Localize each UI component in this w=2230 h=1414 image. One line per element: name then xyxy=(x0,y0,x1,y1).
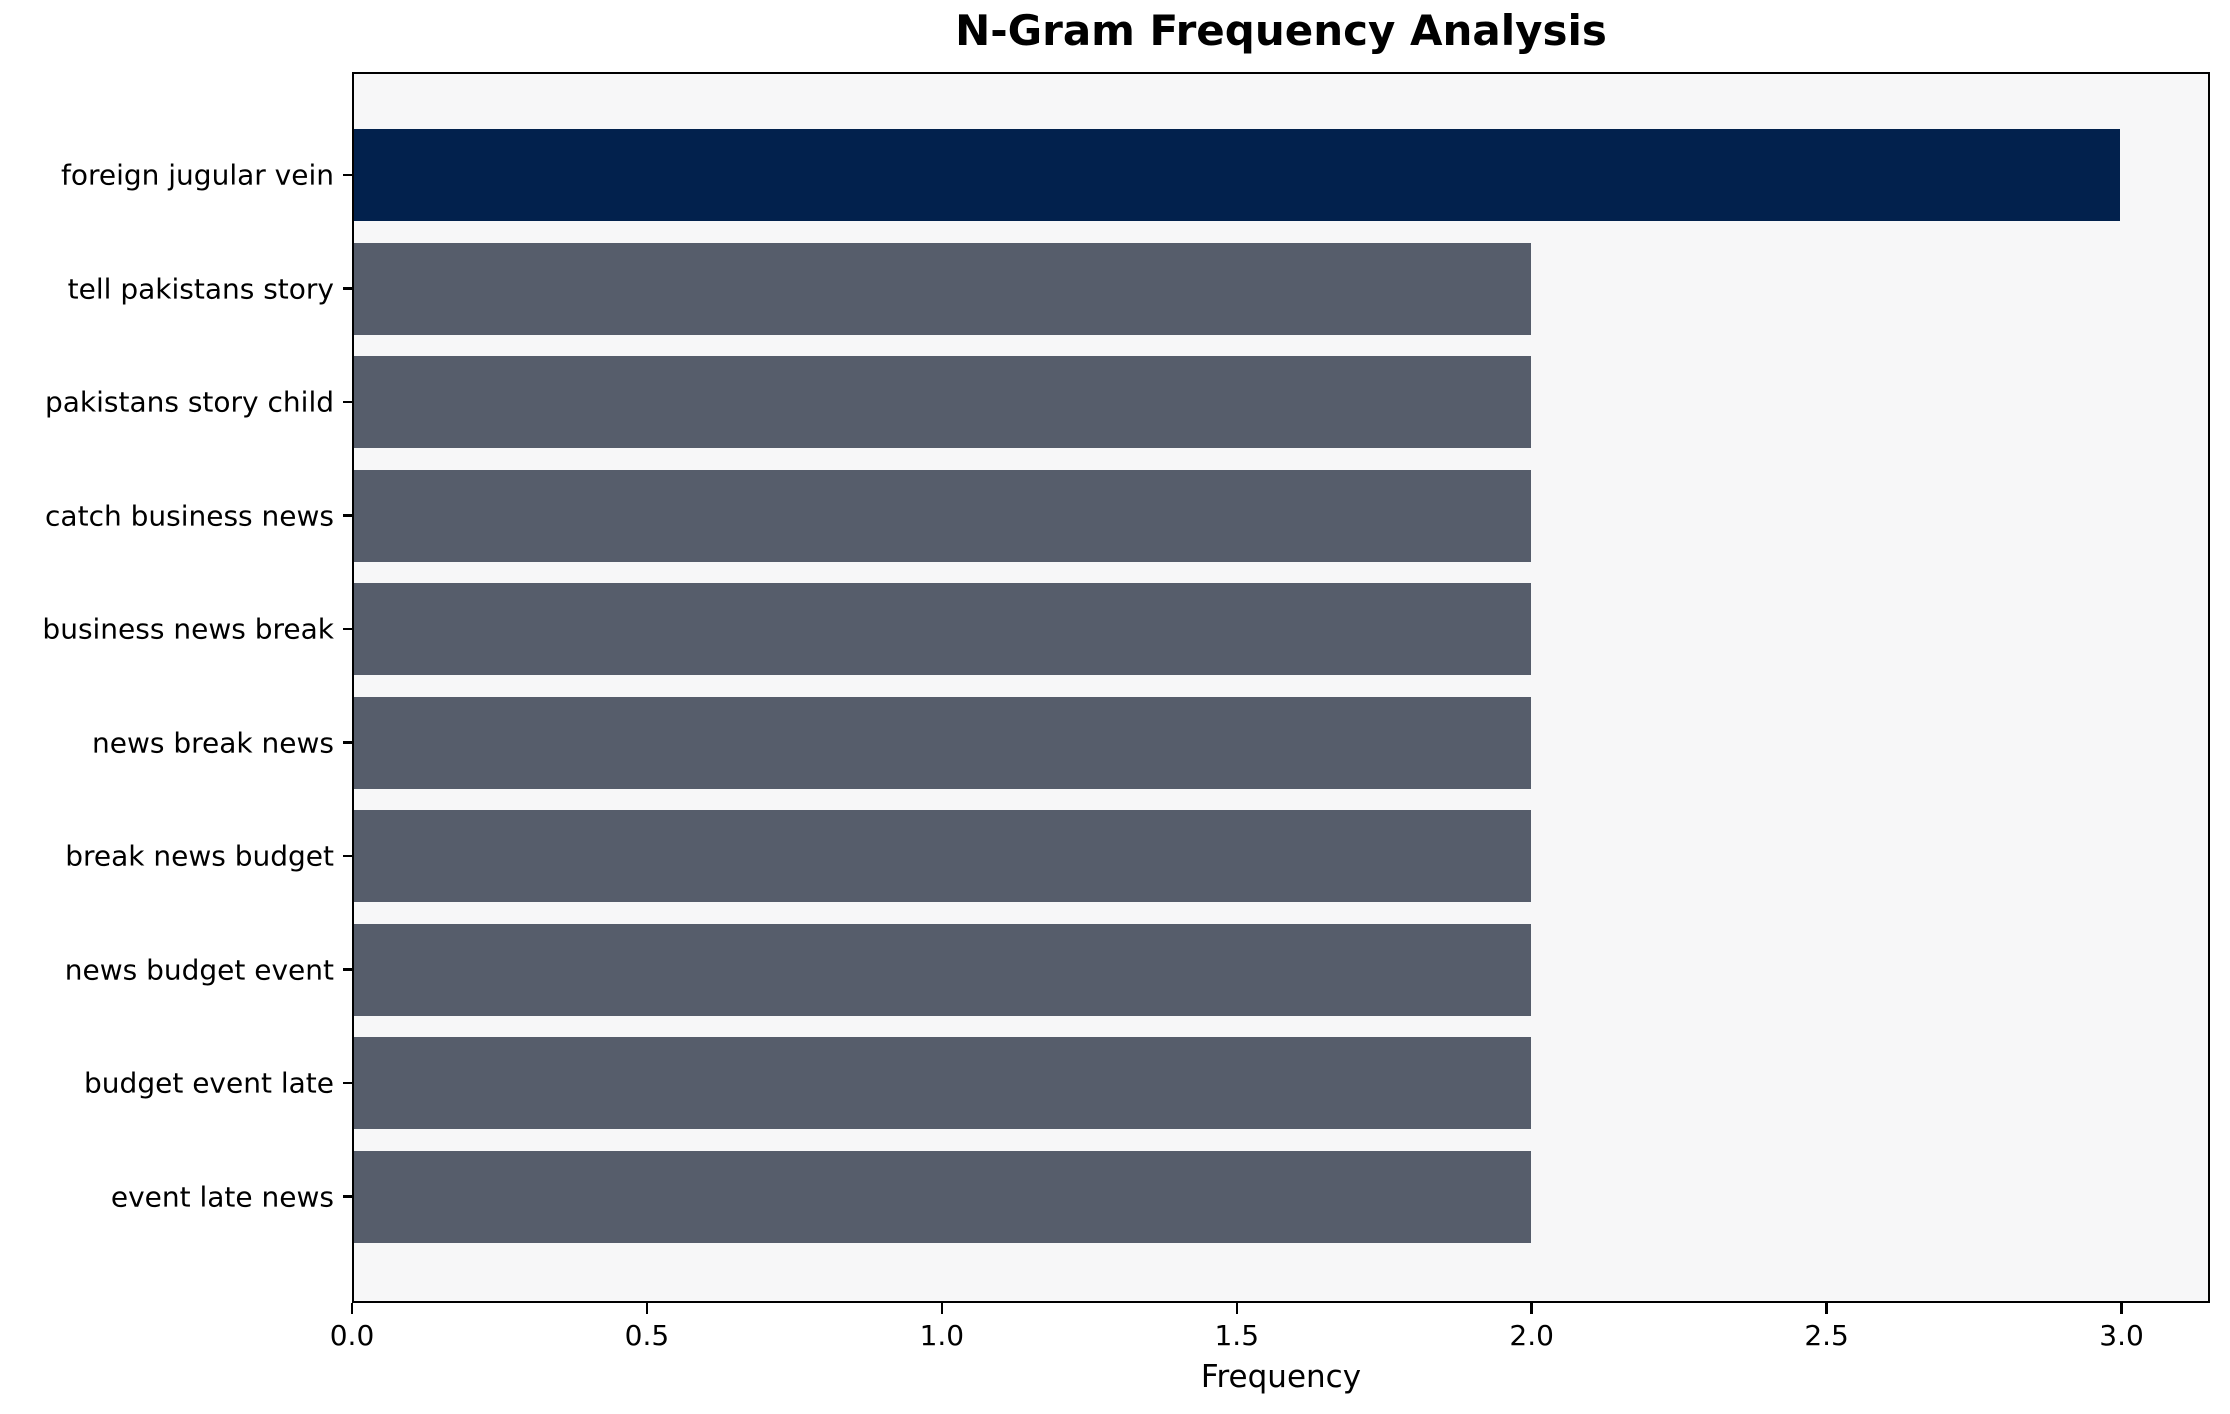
bar-row: event late news xyxy=(111,1150,2208,1243)
bar-label: event late news xyxy=(110,1180,334,1213)
bars-layer: foreign jugular vein tell pakistans stor… xyxy=(42,74,2208,1301)
x-tick-mark xyxy=(940,1303,944,1314)
bar xyxy=(354,129,2120,221)
x-tick-mark xyxy=(1235,1303,1238,1314)
bar xyxy=(354,356,1532,448)
bar-row: news break news xyxy=(92,696,2208,789)
x-tick-label: 2.0 xyxy=(1509,1319,1554,1352)
x-axis: Frequency 0.0 0.5 1.0 1.5 2.0 2.5 3.0 xyxy=(330,1303,2210,1413)
bar-label: catch business news xyxy=(45,499,334,532)
y-tick-mark xyxy=(343,400,354,404)
y-tick-mark xyxy=(343,173,354,177)
bar-label: break news budget xyxy=(65,839,334,873)
y-tick-mark xyxy=(343,854,354,858)
y-tick-mark xyxy=(343,741,354,744)
bar xyxy=(354,923,1532,1016)
y-tick-mark xyxy=(343,968,354,971)
bar-row: tell pakistans story xyxy=(68,242,2208,335)
x-tick-label: 0.5 xyxy=(624,1319,670,1352)
bar xyxy=(354,469,1532,562)
bar-label: business news break xyxy=(42,612,334,646)
x-tick-mark xyxy=(645,1303,649,1314)
x-tick-mark xyxy=(2120,1303,2123,1314)
x-tick-label: 1.0 xyxy=(919,1319,965,1352)
bar-label: foreign jugular vein xyxy=(60,158,334,192)
x-tick-mark xyxy=(1530,1303,1533,1314)
bar-label: budget event late xyxy=(84,1066,334,1100)
bar-row: pakistans story child xyxy=(45,356,2208,448)
y-tick-mark xyxy=(343,1081,354,1085)
x-tick-mark xyxy=(350,1303,354,1314)
bar-row: foreign jugular vein xyxy=(61,129,2208,221)
x-tick-mark xyxy=(1825,1303,1828,1314)
bar-row: budget event late xyxy=(84,1037,2208,1129)
bar-label: pakistans story child xyxy=(44,385,334,419)
bar-label: tell pakistans story xyxy=(67,272,334,305)
x-tick-label: 2.5 xyxy=(1804,1319,1849,1352)
y-tick-mark xyxy=(343,287,354,290)
y-tick-mark xyxy=(343,514,354,517)
bar-row: catch business news xyxy=(45,469,2208,562)
bar xyxy=(354,810,1532,902)
plot-area: foreign jugular vein tell pakistans stor… xyxy=(42,72,2210,1303)
x-tick-label: 0.0 xyxy=(329,1319,375,1352)
bar xyxy=(354,583,1532,675)
bar-row: business news break xyxy=(42,583,2208,675)
x-tick-label: 1.5 xyxy=(1214,1319,1260,1352)
bar-row: break news budget xyxy=(65,810,2208,902)
y-tick-mark xyxy=(343,1195,354,1198)
bar xyxy=(354,1037,1532,1129)
y-tick-mark xyxy=(343,627,354,631)
bar xyxy=(354,1150,1532,1243)
x-tick-label: 3.0 xyxy=(2099,1319,2144,1352)
bar-row: news budget event xyxy=(65,923,2208,1016)
bar xyxy=(354,696,1532,789)
bar xyxy=(354,242,1532,335)
bar-label: news budget event xyxy=(64,953,334,986)
bar-label: news break news xyxy=(92,726,334,759)
chart-title: N-Gram Frequency Analysis xyxy=(955,6,1607,55)
x-axis-label: Frequency xyxy=(1200,1359,1362,1395)
